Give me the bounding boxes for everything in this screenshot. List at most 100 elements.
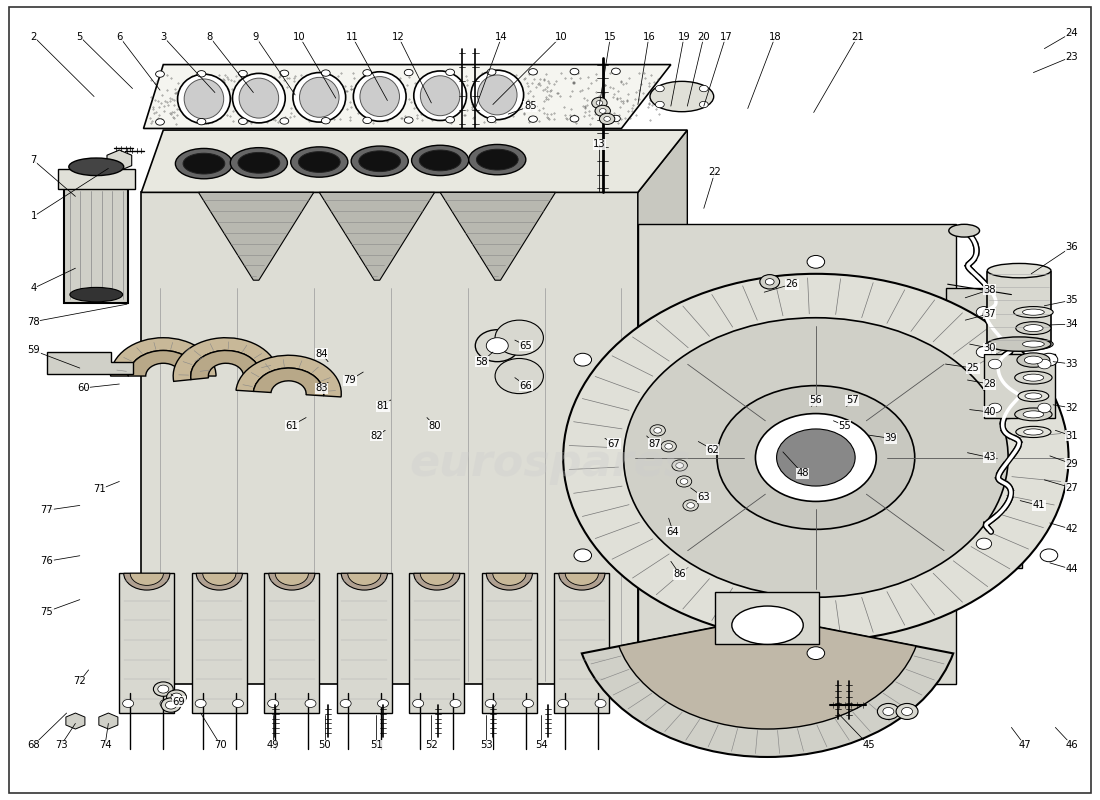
Text: 51: 51 — [370, 740, 383, 750]
Ellipse shape — [1025, 393, 1042, 399]
Text: 23: 23 — [1066, 51, 1078, 62]
Circle shape — [170, 693, 182, 701]
Circle shape — [377, 699, 388, 707]
Ellipse shape — [230, 148, 287, 178]
Ellipse shape — [290, 147, 348, 177]
Circle shape — [988, 403, 1001, 413]
Wedge shape — [275, 574, 308, 586]
Ellipse shape — [1024, 429, 1043, 435]
Text: 50: 50 — [319, 740, 331, 750]
Circle shape — [592, 98, 607, 109]
Text: 58: 58 — [475, 357, 488, 366]
Circle shape — [676, 476, 692, 487]
Text: 66: 66 — [519, 381, 532, 390]
Ellipse shape — [353, 72, 406, 122]
Text: 36: 36 — [1066, 242, 1078, 252]
Circle shape — [807, 255, 825, 268]
Circle shape — [717, 386, 915, 530]
Circle shape — [529, 69, 538, 75]
Text: 80: 80 — [428, 421, 441, 430]
Circle shape — [321, 70, 330, 76]
Text: 84: 84 — [316, 349, 328, 358]
Circle shape — [680, 478, 688, 484]
Wedge shape — [236, 355, 341, 397]
Circle shape — [197, 70, 206, 77]
Text: 6: 6 — [117, 32, 122, 42]
Circle shape — [279, 118, 288, 124]
Circle shape — [558, 699, 569, 707]
Bar — [58, 170, 134, 189]
Text: 55: 55 — [838, 421, 850, 430]
Text: 15: 15 — [604, 32, 617, 42]
Circle shape — [1041, 354, 1058, 366]
Ellipse shape — [1013, 338, 1053, 350]
Circle shape — [596, 101, 603, 106]
Ellipse shape — [949, 224, 980, 237]
Text: 49: 49 — [267, 740, 279, 750]
Circle shape — [321, 118, 330, 124]
Text: 42: 42 — [1066, 524, 1078, 534]
Ellipse shape — [175, 149, 232, 178]
Polygon shape — [319, 192, 435, 280]
Ellipse shape — [1014, 371, 1052, 384]
Text: 61: 61 — [286, 421, 298, 430]
Wedge shape — [348, 574, 381, 586]
Text: 56: 56 — [810, 395, 822, 405]
Ellipse shape — [471, 70, 524, 120]
Text: 68: 68 — [28, 740, 40, 750]
Text: 38: 38 — [983, 285, 996, 294]
Text: 71: 71 — [94, 485, 106, 494]
Polygon shape — [440, 192, 556, 280]
Wedge shape — [130, 574, 164, 586]
Circle shape — [988, 359, 1001, 369]
Bar — [191, 574, 246, 713]
Circle shape — [405, 117, 414, 123]
Text: 37: 37 — [983, 309, 996, 318]
Text: 14: 14 — [495, 32, 508, 42]
Circle shape — [700, 86, 708, 92]
Text: 85: 85 — [524, 101, 537, 111]
Text: 54: 54 — [535, 740, 548, 750]
Circle shape — [487, 116, 496, 122]
Circle shape — [155, 118, 164, 125]
Text: 24: 24 — [1066, 28, 1078, 38]
Circle shape — [766, 278, 774, 285]
Circle shape — [153, 682, 173, 696]
Circle shape — [486, 338, 508, 354]
Ellipse shape — [299, 78, 339, 118]
Ellipse shape — [298, 152, 340, 172]
Ellipse shape — [293, 73, 345, 122]
Text: 65: 65 — [519, 341, 532, 350]
Circle shape — [363, 70, 372, 76]
Circle shape — [756, 414, 877, 502]
Circle shape — [600, 114, 615, 125]
Text: 79: 79 — [343, 375, 356, 385]
Circle shape — [595, 106, 610, 117]
Bar — [65, 174, 128, 302]
Polygon shape — [143, 65, 671, 129]
Text: 5: 5 — [77, 32, 82, 42]
Ellipse shape — [1023, 309, 1044, 315]
Bar — [554, 574, 609, 713]
Text: 67: 67 — [607, 439, 620, 449]
Wedge shape — [202, 574, 235, 586]
Text: 53: 53 — [480, 740, 493, 750]
Text: 40: 40 — [983, 407, 996, 417]
Circle shape — [595, 699, 606, 707]
Text: 12: 12 — [392, 32, 405, 42]
Circle shape — [977, 346, 991, 358]
Ellipse shape — [1023, 374, 1044, 381]
Text: 34: 34 — [1066, 319, 1078, 329]
Ellipse shape — [469, 145, 526, 174]
Ellipse shape — [1015, 426, 1050, 438]
Circle shape — [405, 70, 414, 76]
Polygon shape — [638, 130, 688, 683]
Text: 69: 69 — [173, 697, 185, 707]
Wedge shape — [559, 574, 605, 590]
Circle shape — [160, 699, 170, 707]
Polygon shape — [946, 288, 1022, 568]
Wedge shape — [128, 350, 198, 376]
Text: 3: 3 — [161, 32, 166, 42]
Circle shape — [760, 274, 780, 289]
Text: 35: 35 — [1066, 295, 1078, 305]
